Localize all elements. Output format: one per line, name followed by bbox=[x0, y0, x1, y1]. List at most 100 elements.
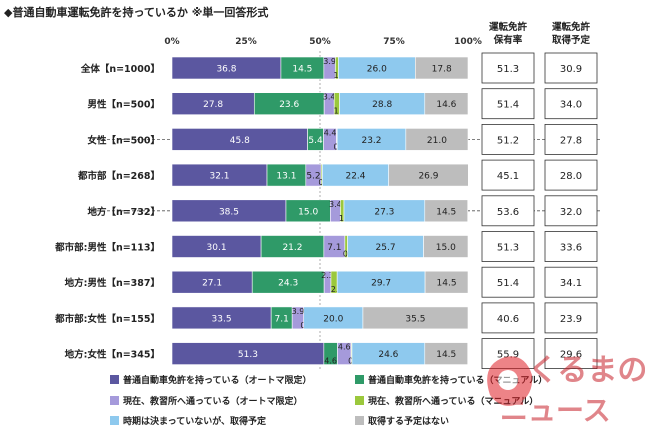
legend-swatch bbox=[355, 375, 364, 384]
legend-swatch bbox=[110, 396, 119, 405]
side-value: 40.6 bbox=[497, 314, 519, 325]
x-tick-label: 25% bbox=[235, 37, 257, 47]
side-column-header: 保有率 bbox=[493, 34, 523, 46]
data-label: 13.1 bbox=[276, 172, 296, 182]
data-label: 28.8 bbox=[372, 100, 392, 110]
watermark-line1: くるまの bbox=[528, 353, 645, 388]
side-column-header: 運転免許 bbox=[489, 21, 528, 33]
data-label: 5.2 bbox=[306, 172, 320, 182]
data-label: 14.5 bbox=[436, 207, 456, 217]
category-label: 都市部【n=268】 bbox=[77, 170, 160, 182]
legend-label: 普通自動車免許を持っている（オートマ限定） bbox=[123, 374, 312, 386]
category-label: 女性【n=500】 bbox=[87, 134, 160, 146]
data-label: 36.8 bbox=[216, 65, 236, 75]
x-tick-label: 0% bbox=[164, 37, 179, 47]
data-label: 27.3 bbox=[374, 207, 394, 217]
data-label: 5.4 bbox=[308, 136, 323, 146]
side-value: 32.0 bbox=[560, 207, 582, 218]
category-label: 地方:女性【n=345】 bbox=[65, 349, 160, 361]
data-label: 26.0 bbox=[367, 65, 387, 75]
side-value-box bbox=[481, 159, 535, 191]
side-value-box bbox=[481, 266, 535, 298]
chart-title: ◆普通自動車運転免許を持っているか ※単一回答形式 bbox=[4, 5, 268, 19]
legend-swatch bbox=[355, 396, 364, 405]
bar-segment bbox=[423, 235, 469, 258]
data-label: 7.1 bbox=[275, 314, 289, 324]
side-value: 28.0 bbox=[560, 171, 582, 182]
side-value: 51.3 bbox=[497, 243, 519, 254]
bar-segment bbox=[388, 163, 469, 187]
legend-label: 現在、教習所へ通っている（オートマ限定） bbox=[123, 395, 303, 407]
data-label: 15.0 bbox=[436, 243, 456, 253]
category-label: 都市部:女性【n=155】 bbox=[54, 313, 160, 325]
side-value: 51.3 bbox=[497, 64, 519, 75]
data-label: 35.5 bbox=[405, 314, 425, 324]
category-label: 都市部:男性【n=113】 bbox=[54, 242, 160, 254]
watermark-line2: ニュース bbox=[500, 394, 611, 427]
data-label: 32.1 bbox=[209, 172, 229, 182]
side-value: 51.2 bbox=[497, 135, 519, 146]
side-value: 53.6 bbox=[497, 207, 519, 218]
data-label: 4.6 bbox=[338, 343, 351, 352]
side-value-box bbox=[544, 231, 598, 262]
category-label: 男性【n=500】 bbox=[87, 99, 160, 111]
category-label: 地方:男性【n=387】 bbox=[65, 277, 160, 289]
side-value: 45.1 bbox=[497, 171, 519, 182]
data-label: 14.5 bbox=[436, 350, 456, 360]
x-tick-label: 100% bbox=[454, 37, 482, 47]
legend-swatch bbox=[110, 375, 119, 384]
data-label: 3.9 bbox=[323, 57, 336, 66]
side-value: 51.4 bbox=[497, 100, 519, 111]
data-label: 27.1 bbox=[202, 279, 222, 289]
x-tick-label: 50% bbox=[309, 37, 331, 47]
side-value-box bbox=[481, 124, 535, 155]
data-label: 26.9 bbox=[418, 172, 438, 182]
bar-segment bbox=[362, 306, 469, 330]
side-value: 55.9 bbox=[497, 350, 519, 361]
side-value: 27.8 bbox=[560, 135, 582, 146]
side-value-box bbox=[481, 195, 535, 227]
legend-label: 時期は決まっていないが、取得予定 bbox=[123, 415, 267, 427]
data-label: 24.3 bbox=[278, 279, 298, 289]
category-label: 地方【n=732】 bbox=[87, 206, 160, 218]
bar-segment bbox=[405, 128, 469, 151]
data-label: 14.5 bbox=[292, 65, 312, 75]
watermark-logo: くるまの ニュース bbox=[487, 353, 645, 427]
data-label: 22.4 bbox=[345, 172, 365, 182]
side-value: 29.6 bbox=[560, 350, 582, 361]
data-label: 15.0 bbox=[298, 207, 318, 217]
x-tick-label: 75% bbox=[383, 37, 405, 47]
data-label: 3.4 bbox=[323, 93, 336, 102]
side-column-header: 取得予定 bbox=[552, 34, 591, 46]
data-label: 3.4 bbox=[329, 200, 342, 209]
side-value: 51.4 bbox=[497, 278, 519, 289]
data-label: 29.7 bbox=[371, 279, 391, 289]
side-value-box bbox=[544, 302, 598, 334]
side-value: 33.6 bbox=[560, 243, 582, 254]
side-value-box bbox=[544, 124, 598, 155]
side-value-box bbox=[481, 88, 535, 120]
bar-segment bbox=[424, 92, 469, 115]
data-label: 3.9 bbox=[292, 307, 305, 316]
data-label: 2.3 bbox=[321, 271, 334, 280]
data-label: 24.6 bbox=[378, 350, 398, 360]
data-label: 4.4 bbox=[324, 128, 337, 137]
bar-segment bbox=[424, 199, 469, 223]
side-value-box bbox=[544, 195, 598, 227]
bar-segment bbox=[424, 342, 469, 365]
side-value-box bbox=[481, 52, 535, 84]
data-label: 4.6 bbox=[324, 357, 337, 366]
side-value-box bbox=[544, 338, 598, 370]
bar-segment bbox=[415, 56, 469, 80]
bar-segment bbox=[424, 270, 469, 294]
data-label: 7.1 bbox=[327, 243, 341, 253]
side-value-box bbox=[481, 302, 535, 334]
side-value: 23.9 bbox=[560, 314, 582, 325]
side-column-header: 運転免許 bbox=[552, 21, 591, 33]
side-value-box bbox=[544, 52, 598, 84]
data-label: 23.2 bbox=[361, 136, 381, 146]
legend-swatch bbox=[110, 416, 119, 425]
data-label: 38.5 bbox=[219, 207, 239, 217]
data-label: 21.2 bbox=[282, 243, 302, 253]
side-value: 30.9 bbox=[560, 64, 582, 75]
